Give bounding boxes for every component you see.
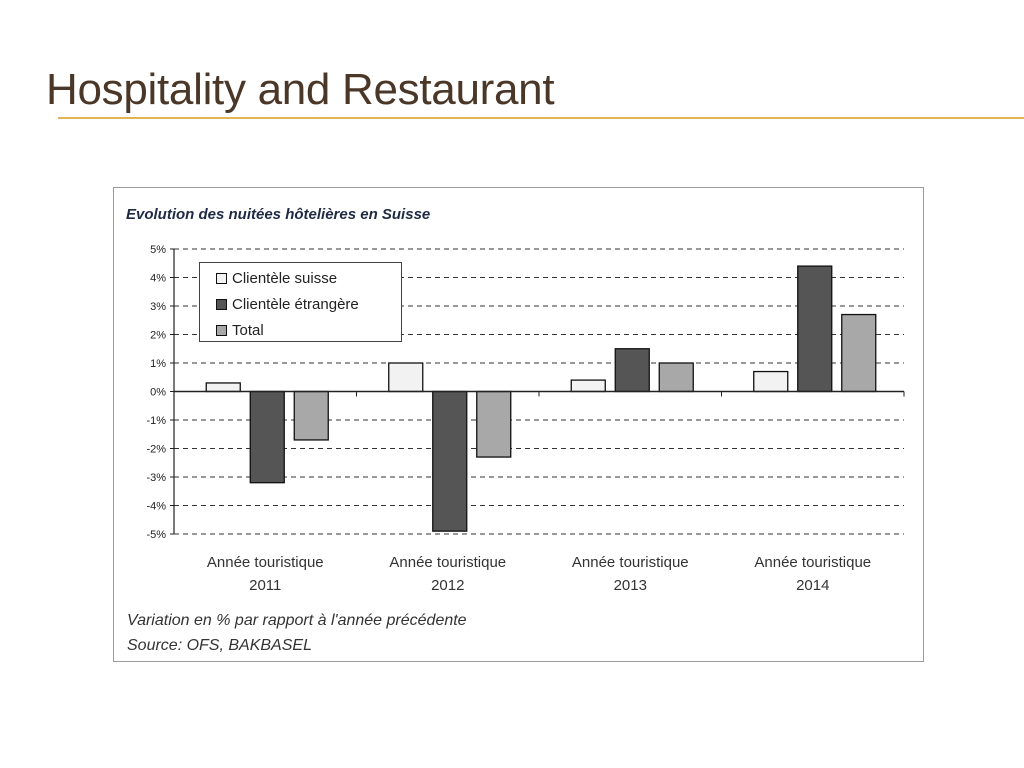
legend-label: Total <box>232 321 264 339</box>
bar-total-2011 <box>293 390 329 441</box>
bar-total-2012 <box>476 390 512 458</box>
title-divider <box>58 117 1024 119</box>
x-category-label: 2012 <box>431 577 464 594</box>
y-tick-label: 2% <box>150 330 166 342</box>
legend-item-total: Total <box>216 317 401 343</box>
y-tick-label: 0% <box>150 387 166 399</box>
x-category-label: Année touristique <box>572 554 689 571</box>
x-category-label: 2014 <box>796 577 829 594</box>
y-tick-label: -2% <box>146 444 166 456</box>
chart-note-source: Source: OFS, BAKBASEL <box>127 637 312 654</box>
bar-client-le-trang-re-2014 <box>797 265 833 393</box>
bar-client-le-suisse-2011 <box>205 382 241 393</box>
chart-note-variation: Variation en % par rapport à l'année pré… <box>127 612 467 629</box>
bar-client-le-suisse-2014 <box>753 370 789 393</box>
y-tick-label: -5% <box>146 529 166 541</box>
y-tick-label: 3% <box>150 301 166 313</box>
x-category-label: Année touristique <box>207 554 324 571</box>
legend-item-clientele-etrangere: Clientèle étrangère <box>216 291 401 317</box>
legend-swatch <box>216 324 227 336</box>
bar-client-le-trang-re-2011 <box>249 390 285 484</box>
x-category-label: Année touristique <box>389 554 506 571</box>
bar-client-le-trang-re-2012 <box>432 390 468 532</box>
y-tick-label: -3% <box>146 472 166 484</box>
legend-swatch <box>216 272 227 284</box>
x-category-label: 2013 <box>614 577 647 594</box>
y-tick-label: 4% <box>150 273 166 285</box>
y-tick-label: 5% <box>150 244 166 256</box>
chart-legend: Clientèle suisse Clientèle étrangère Tot… <box>199 262 402 342</box>
legend-swatch <box>216 298 227 310</box>
legend-label: Clientèle étrangère <box>232 295 359 313</box>
chart-title: Evolution des nuitées hôtelières en Suis… <box>126 206 430 223</box>
x-category-label: Année touristique <box>754 554 871 571</box>
x-category-label: 2011 <box>249 577 281 594</box>
bar-client-le-trang-re-2013 <box>614 348 650 393</box>
slide-title: Hospitality and Restaurant <box>46 65 555 114</box>
y-tick-label: -4% <box>146 501 166 513</box>
y-tick-label: -1% <box>146 415 166 427</box>
bar-client-le-suisse-2012 <box>388 362 424 393</box>
legend-item-clientele-suisse: Clientèle suisse <box>216 265 401 291</box>
y-tick-label: 1% <box>150 358 166 370</box>
bar-total-2014 <box>841 313 877 393</box>
legend-label: Clientèle suisse <box>232 269 338 287</box>
bar-total-2013 <box>658 362 694 393</box>
bar-client-le-suisse-2013 <box>570 379 606 393</box>
